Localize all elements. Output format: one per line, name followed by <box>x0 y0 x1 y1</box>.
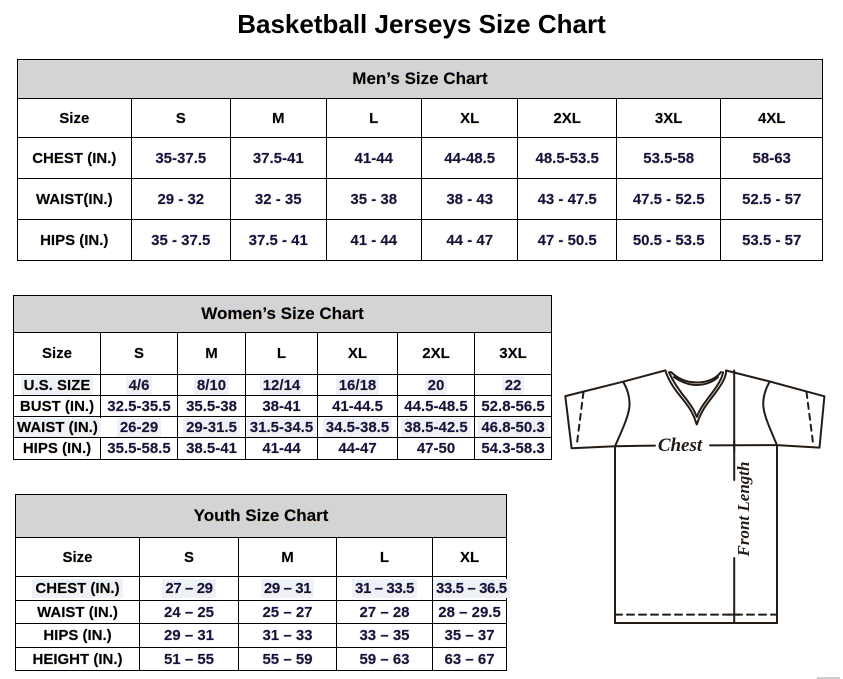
svg-text:Chest: Chest <box>658 435 703 456</box>
svg-text:Front Length: Front Length <box>734 462 753 558</box>
